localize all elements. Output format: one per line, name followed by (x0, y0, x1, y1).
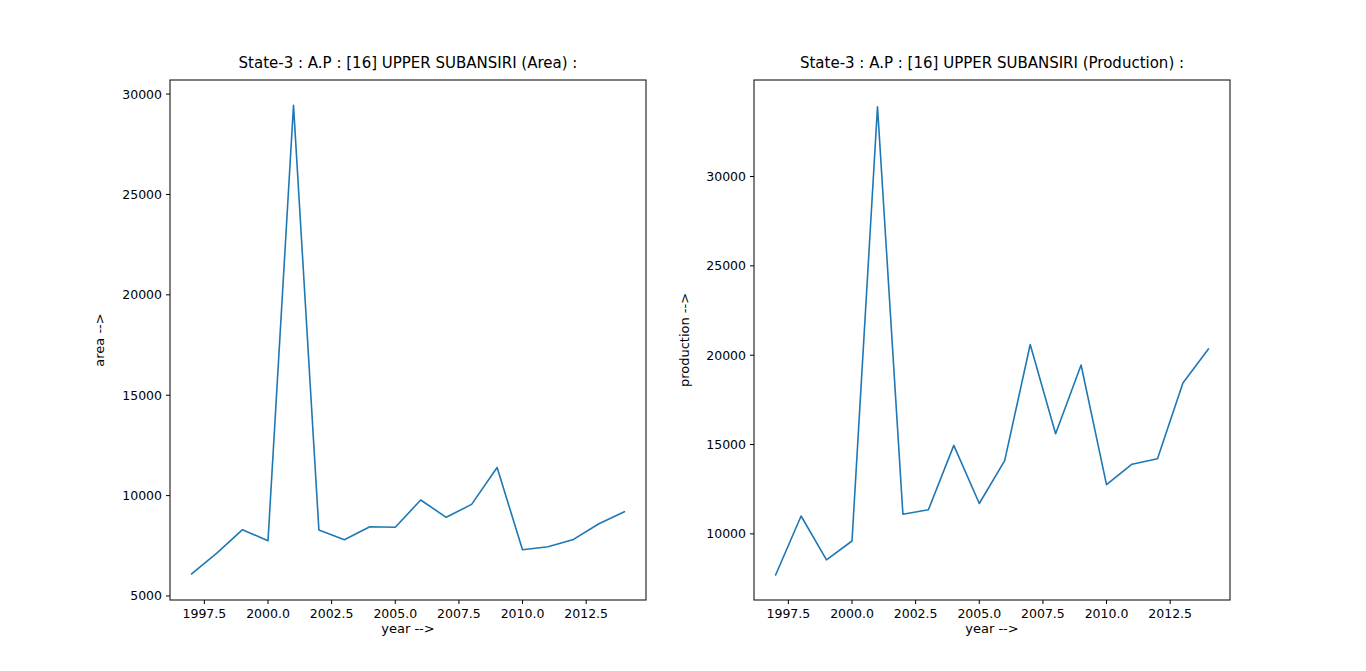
x-tick-label: 2007.5 (1021, 606, 1065, 621)
figure-canvas: 1997.5 2000.0 2002.5 2005.0 2007.5 2010.0 2012… (0, 0, 1366, 671)
y-tick-label: 25000 (706, 258, 746, 273)
area-chart-xlabel: year --> (170, 621, 646, 636)
production-chart-title: State-3 : A.P : [16] UPPER SUBANSIRI (Pr… (754, 54, 1230, 72)
subplot-1: 1997.5 2000.0 2002.5 2005.0 2007.5 2010.0 2012… (706, 80, 1230, 621)
x-tick-label: 2012.5 (564, 606, 608, 621)
x-tick-label: 2007.5 (437, 606, 481, 621)
y-tick-label: 20000 (122, 287, 162, 302)
x-tick-label: 2000.0 (246, 606, 290, 621)
x-tick-label: 2010.0 (1085, 606, 1129, 621)
data-line (192, 105, 625, 574)
y-tick-label: 15000 (706, 437, 746, 452)
x-tick-label: 2010.0 (501, 606, 545, 621)
subplot-0: 1997.5 2000.0 2002.5 2005.0 2007.5 2010.0 2012… (122, 80, 646, 621)
y-tick-label: 30000 (122, 87, 162, 102)
x-tick-label: 2002.5 (894, 606, 938, 621)
y-tick-label: 10000 (122, 488, 162, 503)
x-tick-label: 2000.0 (830, 606, 874, 621)
x-tick-label: 1997.5 (182, 606, 226, 621)
area-chart-ylabel: area --> (92, 280, 110, 400)
axes-spines (170, 80, 646, 600)
y-tick-label: 5000 (130, 588, 162, 603)
x-tick-label: 1997.5 (766, 606, 810, 621)
y-tick-label: 25000 (122, 187, 162, 202)
x-tick-label: 2005.0 (373, 606, 417, 621)
production-chart-ylabel: production --> (677, 280, 695, 400)
area-chart-title: State-3 : A.P : [16] UPPER SUBANSIRI (Ar… (170, 54, 646, 72)
x-tick-label: 2005.0 (957, 606, 1001, 621)
x-tick-label: 2012.5 (1148, 606, 1192, 621)
y-tick-label: 30000 (706, 169, 746, 184)
production-chart-xlabel: year --> (754, 621, 1230, 636)
y-tick-label: 10000 (706, 526, 746, 541)
y-tick-label: 15000 (122, 388, 162, 403)
y-tick-label: 20000 (706, 348, 746, 363)
data-line (776, 107, 1209, 575)
axes-spines (754, 80, 1230, 600)
x-tick-label: 2002.5 (310, 606, 354, 621)
